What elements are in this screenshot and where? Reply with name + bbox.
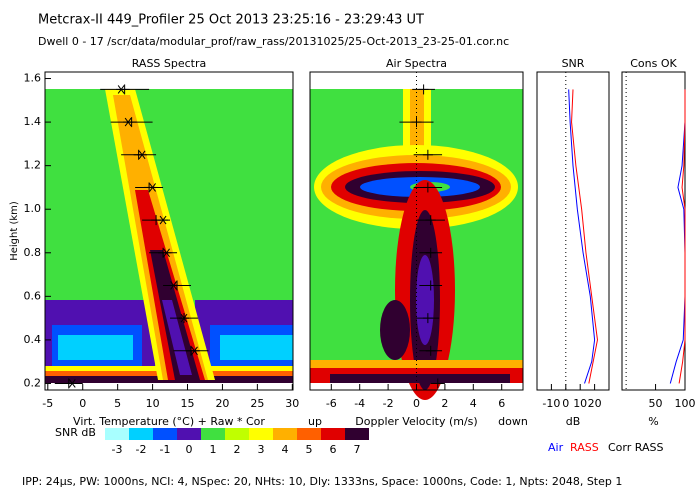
colorbar-label: 4 xyxy=(282,443,289,456)
marker-star xyxy=(161,248,172,258)
axes-frame xyxy=(621,71,686,391)
y-tick-label: 1.2 xyxy=(24,159,42,172)
colorbar-label: 5 xyxy=(306,443,313,456)
x-label-left: up xyxy=(308,415,322,428)
marker-d2 xyxy=(180,313,188,323)
x-tick-label: 0 xyxy=(413,397,420,410)
colorbar-label: 2 xyxy=(234,443,241,456)
marker-star xyxy=(158,215,169,225)
x-tick-label: -2 xyxy=(383,397,394,410)
x-label: dB xyxy=(566,415,581,428)
marker-star xyxy=(179,313,190,323)
colorbar-swatch xyxy=(153,428,177,440)
x-tick-label: 10 xyxy=(146,397,160,410)
x-tick-label: 6 xyxy=(498,397,505,410)
marker-star xyxy=(137,150,148,160)
x-tick-label: 2 xyxy=(441,397,448,410)
profile-line xyxy=(678,89,686,384)
axes-frame xyxy=(44,71,294,391)
colorbar-swatch xyxy=(105,428,129,440)
colorbar-label: 3 xyxy=(258,443,265,456)
marker-star xyxy=(189,346,200,356)
legend-air: Air xyxy=(548,441,564,454)
colorbar-swatch xyxy=(297,428,321,440)
profile-line xyxy=(669,89,686,384)
marker-d2 xyxy=(149,183,156,192)
x-tick-label: 15 xyxy=(181,397,195,410)
profile-line xyxy=(568,89,596,384)
x-label: Doppler Velocity (m/s) xyxy=(355,415,477,428)
colorbar-label: 0 xyxy=(186,443,193,456)
rass-contours xyxy=(45,89,293,383)
colorbar-swatch xyxy=(225,428,249,440)
panel-title: SNR xyxy=(562,57,585,70)
x-tick-label: -6 xyxy=(326,397,337,410)
y-label: Height (km) xyxy=(9,201,20,261)
y-tick-label: 0.6 xyxy=(24,289,42,302)
air-contours xyxy=(310,89,523,400)
profile-line xyxy=(571,89,598,384)
panel-title: RASS Spectra xyxy=(132,57,207,70)
marker-d2 xyxy=(138,150,146,160)
x-tick-label: 25 xyxy=(250,397,264,410)
colorbar-swatch xyxy=(249,428,273,440)
colorbar-swatch xyxy=(201,428,225,440)
marker-d2 xyxy=(170,281,177,290)
colorbar-label: 1 xyxy=(210,443,217,456)
colorbar-swatch xyxy=(345,428,369,440)
colorbar-swatch xyxy=(177,428,201,440)
colorbar-label: -1 xyxy=(160,443,171,456)
axes-frame xyxy=(536,71,610,391)
colorbar-swatch xyxy=(273,428,297,440)
y-tick-label: 1.4 xyxy=(24,115,42,128)
x-tick-label: 20 xyxy=(215,397,229,410)
colorbar-swatch xyxy=(129,428,153,440)
y-tick-label: 1.6 xyxy=(24,72,42,85)
marker-star xyxy=(147,183,158,192)
y-tick-label: 0.8 xyxy=(24,246,42,259)
y-tick-label: 0.4 xyxy=(24,333,42,346)
x-tick-label: 4 xyxy=(470,397,477,410)
y-tick-label: 1.0 xyxy=(24,202,42,215)
colorbar-label: -3 xyxy=(112,443,123,456)
x-label: Virt. Temperature (°C) + Raw * Cor xyxy=(73,415,265,428)
colorbar-label: 6 xyxy=(330,443,337,456)
colorbar-label: -2 xyxy=(136,443,147,456)
x-tick-label: 0 xyxy=(79,397,86,410)
marker-d2 xyxy=(68,379,76,388)
x-tick-label: 10 xyxy=(573,397,587,410)
x-label-right: down xyxy=(498,415,528,428)
marker-star xyxy=(67,379,78,388)
x-tick-label: 50 xyxy=(649,397,663,410)
marker-d2 xyxy=(117,85,125,94)
x-tick-label: 5 xyxy=(114,397,121,410)
x-tick-label: 20 xyxy=(588,397,602,410)
marker-star xyxy=(116,85,127,94)
marker-d2 xyxy=(163,248,170,258)
marker-d2 xyxy=(124,117,132,127)
colorbar-label: 7 xyxy=(354,443,361,456)
subtitle: Dwell 0 - 17 /scr/data/modular_prof/raw_… xyxy=(38,35,509,48)
y-tick-label: 0.2 xyxy=(24,376,42,389)
marker-star xyxy=(168,281,179,290)
colorbar-swatch xyxy=(321,428,345,440)
legend-corr: Corr RASS xyxy=(608,441,663,454)
x-tick-label: 100 xyxy=(675,397,696,410)
marker-d2 xyxy=(159,215,167,225)
marker-d2 xyxy=(191,346,198,356)
footer: IPP: 24µs, PW: 1000ns, NCI: 4, NSpec: 20… xyxy=(22,475,622,488)
panel-title: Cons OK xyxy=(630,57,677,70)
panel-title: Air Spectra xyxy=(386,57,447,70)
x-label: % xyxy=(648,415,658,428)
x-tick-label: -5 xyxy=(42,397,53,410)
x-tick-label: -4 xyxy=(354,397,365,410)
legend-rass: RASS xyxy=(570,441,599,454)
x-tick-label: -10 xyxy=(542,397,560,410)
marker-star xyxy=(123,117,134,127)
title: Metcrax-II 449_Profiler 25 Oct 2013 23:2… xyxy=(38,13,424,28)
x-tick-label: 0 xyxy=(562,397,569,410)
colorbar-title: SNR dB xyxy=(55,426,96,439)
x-tick-label: 30 xyxy=(285,397,299,410)
